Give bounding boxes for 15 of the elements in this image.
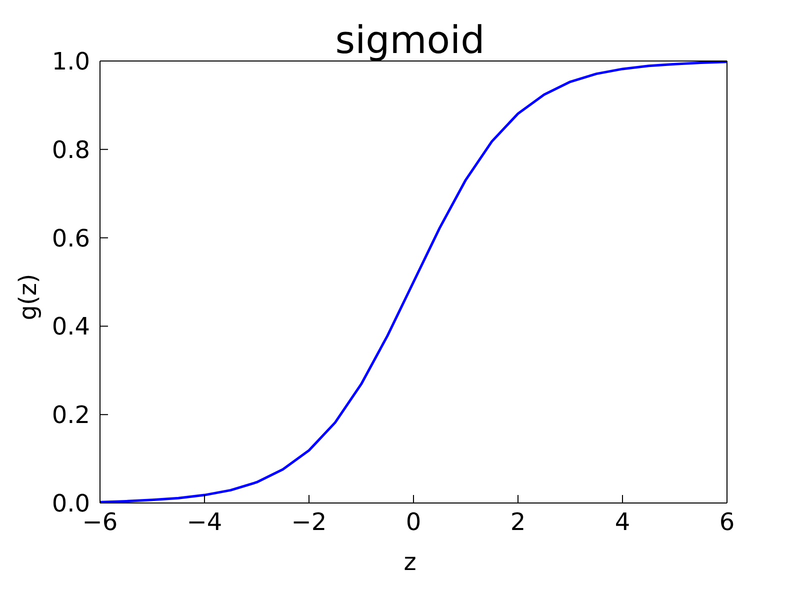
x-tick-label: 4 <box>614 508 630 536</box>
x-tick-label: 6 <box>719 508 735 536</box>
chart-title: sigmoid <box>334 18 486 62</box>
y-axis-title: g(z) <box>14 272 42 322</box>
x-tick-label: −4 <box>186 508 222 536</box>
x-tick-label: 2 <box>510 508 526 536</box>
y-tick-label: 0.6 <box>52 224 90 252</box>
y-tick-label: 0.8 <box>52 136 90 164</box>
x-tick-label: 0 <box>406 508 422 536</box>
y-tick-label: 0.2 <box>52 401 90 430</box>
x-tick-label: −2 <box>291 508 327 536</box>
x-axis-title: z <box>402 548 418 576</box>
y-tick-label: 0.4 <box>52 312 90 341</box>
line-series <box>100 61 727 503</box>
y-tick-label: 1.0 <box>52 48 90 76</box>
